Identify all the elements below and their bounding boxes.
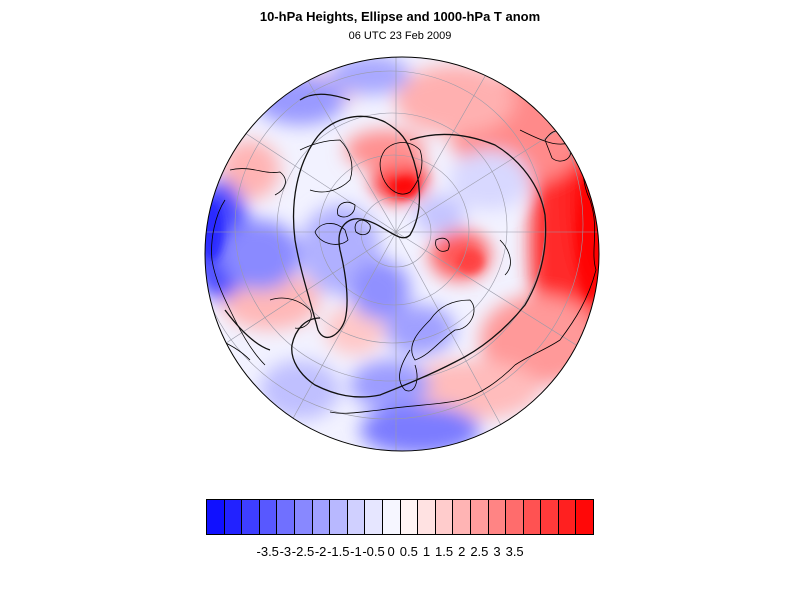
colorbar-tick-label: 3 (493, 544, 501, 559)
colorbar-tick-label: 0 (387, 544, 395, 559)
colorbar-cell (382, 500, 401, 534)
map-subtitle: 06 UTC 23 Feb 2009 (348, 30, 452, 42)
colorbar-tick-label: -1 (350, 544, 362, 559)
colorbar-cell (365, 500, 383, 534)
colorbar-tick-label: 1.5 (435, 544, 454, 559)
colorbar-cell (347, 500, 366, 534)
colorbar-tick-label: -2 (314, 544, 327, 559)
colorbar-cell (506, 500, 524, 534)
colorbar-tick-label: 2 (458, 544, 466, 559)
colorbar-cell (207, 500, 225, 534)
colorbar-cell (576, 500, 594, 534)
map-boundary (204, 56, 600, 452)
colorbar-tick-label: -3 (279, 544, 292, 559)
colorbar-cell (453, 500, 471, 534)
map-title: 10-hPa Heights, Ellipse and 1000-hPa T a… (259, 9, 541, 24)
colorbar-cell (488, 500, 507, 534)
height-contours (224, 93, 547, 398)
colorbar-tick-label: 0.5 (399, 544, 418, 559)
colorbar-cell (400, 500, 419, 534)
colorbar-tick-label: 1 (422, 544, 431, 559)
colorbar-cell (330, 500, 348, 534)
colorbar-cell (470, 500, 489, 534)
colorbar-cell (523, 500, 542, 534)
colorbar-cell (242, 500, 260, 534)
colorbar-labels: -3.5 -3 -2.5 -2 -1.5 -1 -0.5 0 0.5 1 1.5 2 2.5 3 3.5 (0, 544, 800, 560)
colorbar-cell (312, 500, 331, 534)
colorbar-tick-label: -0.5 (362, 544, 385, 559)
colorbar-cell (224, 500, 243, 534)
colorbar-tick-label: 3.5 (505, 544, 524, 559)
colorbar-tick-label: 2.5 (470, 544, 489, 559)
colorbar-cell (435, 500, 454, 534)
colorbar-tick-label: -3.5 (256, 544, 279, 559)
colorbar-cell (541, 500, 559, 534)
colorbar (206, 499, 594, 535)
colorbar-tick-label: -2.5 (291, 544, 315, 559)
colorbar-cell (418, 500, 436, 534)
colorbar-cell (294, 500, 313, 534)
colorbar-tick-label: -1.5 (327, 544, 350, 559)
colorbar-cell (558, 500, 577, 534)
colorbar-cell (277, 500, 295, 534)
temperature-anomaly-field (205, 57, 599, 451)
colorbar-cell (259, 500, 278, 534)
